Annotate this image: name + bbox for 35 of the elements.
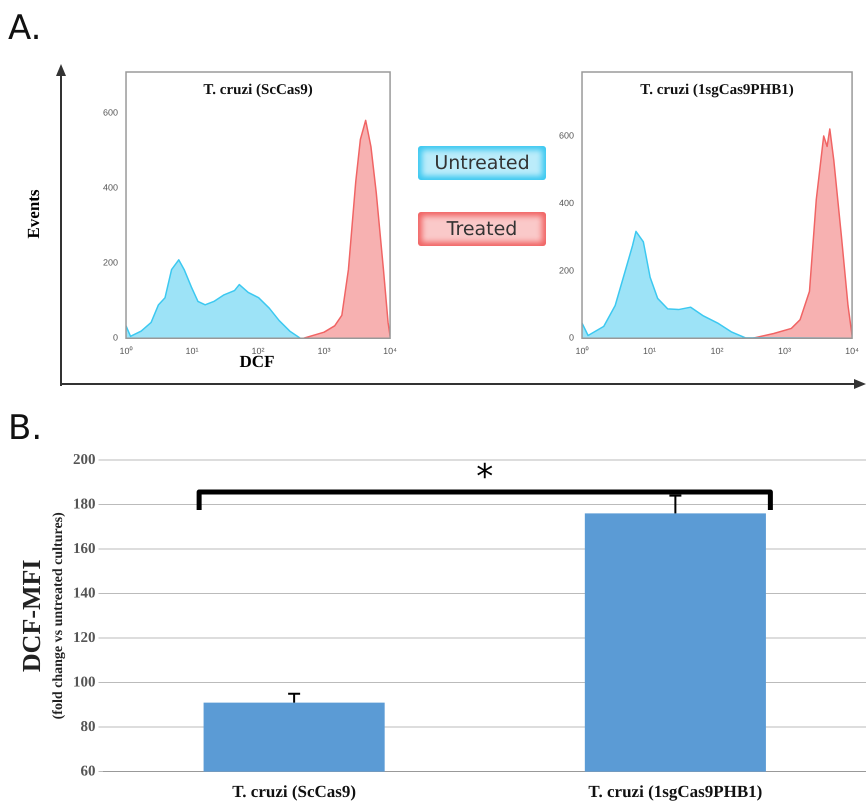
y-tick-label: 400 — [558, 198, 574, 208]
x-tick-label: 10¹ — [186, 346, 199, 356]
y-tick-label: 0 — [569, 332, 574, 343]
y-tick-label: 160 — [73, 540, 96, 557]
text: T. cruzi (ScCas9) — [203, 82, 313, 98]
x-tick-label: 10⁰ — [576, 346, 589, 356]
y-tick-label: 80 — [80, 718, 96, 735]
y-tick-label: 200 — [73, 452, 96, 468]
y-tick-label: 120 — [73, 630, 96, 646]
y-tick-label: 100 — [73, 674, 96, 690]
x-tick-label: 10⁰ — [120, 346, 133, 356]
y-tick-label: 400 — [102, 182, 118, 193]
x-tick-label: 10⁴ — [383, 346, 398, 356]
x-tick-label: 10² — [252, 346, 265, 356]
text: Treated — [418, 212, 546, 246]
x-tick-label: 10³ — [778, 346, 792, 356]
x-tick-label: 10¹ — [643, 346, 656, 356]
x-tick-label: 10² — [710, 346, 724, 356]
text: Untreated — [418, 146, 546, 180]
y-tick-label: 200 — [102, 258, 118, 268]
y-tick-label: 600 — [102, 108, 118, 118]
x-tick-label: 10⁴ — [845, 346, 860, 356]
y-tick-label: 200 — [558, 265, 574, 276]
y-tick-label: 60 — [80, 763, 96, 780]
x-tick-label: 10³ — [318, 346, 331, 356]
text: T. cruzi (1sgCas9PHB1) — [640, 82, 794, 98]
annotation: * — [476, 457, 494, 497]
y-tick-label: 180 — [73, 496, 96, 512]
y-axis-title: DCF-MFI (fold change vs untreated cultures) — [17, 512, 66, 720]
y-tick-label: 140 — [73, 585, 96, 602]
text: A. — [8, 8, 42, 48]
y-tick-label: 0 — [113, 332, 118, 343]
text: B. — [8, 408, 42, 448]
y-axis-title: Events — [24, 188, 44, 241]
y-tick-label: 600 — [558, 130, 574, 141]
